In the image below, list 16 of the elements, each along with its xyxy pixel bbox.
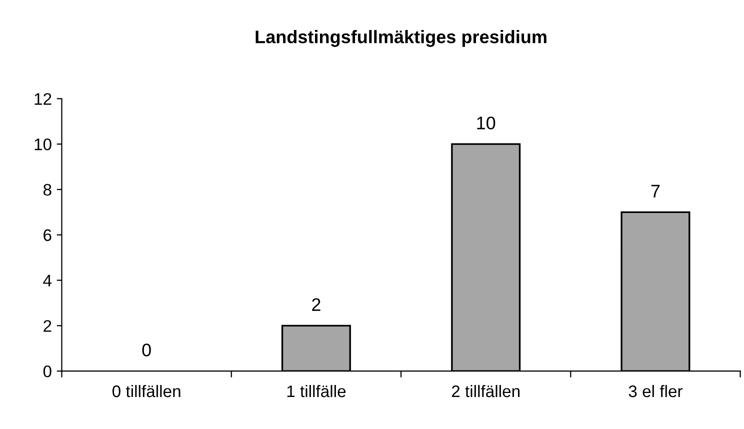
data-label: 7 xyxy=(651,184,660,198)
y-tick-label: 2 xyxy=(44,320,52,332)
y-tick-label: 6 xyxy=(44,229,52,242)
y-tick-label: 0 xyxy=(43,365,52,378)
data-label: 10 xyxy=(477,116,496,130)
y-tick-label: 4 xyxy=(43,274,52,286)
y-tick-label: 8 xyxy=(43,184,52,196)
x-tick-label: 0 tillfällen xyxy=(112,384,180,398)
y-tick-label: 12 xyxy=(34,93,52,105)
chart-title: Landstingsfullmäktiges presidium xyxy=(256,30,546,47)
data-label: 2 xyxy=(312,298,320,311)
y-tick-label: 10 xyxy=(34,138,52,150)
data-label: 0 xyxy=(142,344,151,356)
x-tick-label: 2 tillfällen xyxy=(452,384,520,398)
x-tick-label: 1 tillfälle xyxy=(287,384,346,398)
x-tick-label: 3 el fler xyxy=(628,384,683,398)
